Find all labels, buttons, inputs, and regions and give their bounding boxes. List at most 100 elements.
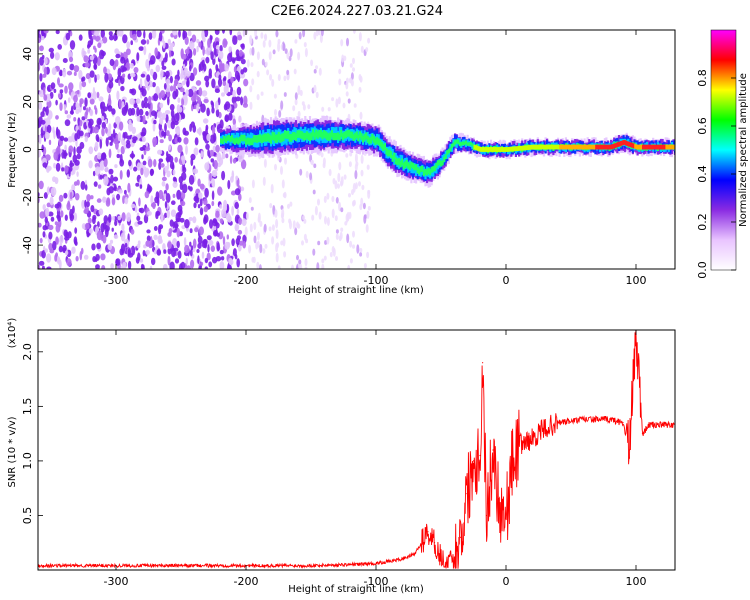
speckle [345, 153, 349, 158]
speckle [117, 132, 122, 142]
speckle [221, 152, 226, 160]
ridge-core [599, 144, 603, 150]
speckle [109, 34, 114, 41]
speckle [167, 247, 172, 255]
ridge-core [560, 144, 564, 150]
speckle [253, 235, 257, 244]
speckle [362, 202, 366, 210]
speckle [201, 251, 205, 259]
ridge-core [623, 140, 626, 145]
speckle [48, 47, 54, 53]
speckle [109, 239, 114, 244]
speckle [81, 77, 84, 82]
ridge-cell [330, 130, 333, 138]
snr-point [440, 556, 442, 558]
speckle [162, 40, 166, 49]
speckle [335, 197, 339, 204]
speckle [130, 72, 136, 78]
speckle [57, 77, 60, 86]
speckle [154, 47, 158, 57]
speckle [202, 131, 207, 137]
speckle [245, 212, 249, 220]
ridge-core [525, 145, 528, 151]
speckle [313, 163, 317, 169]
speckle [275, 229, 279, 240]
speckle [120, 56, 126, 64]
speckle [210, 245, 215, 252]
speckle [60, 210, 64, 218]
y-tick-label: 0.5 [21, 507, 34, 525]
speckle [196, 39, 200, 44]
speckle [236, 258, 240, 268]
speckle [206, 107, 210, 117]
speckle [59, 235, 64, 244]
speckle [162, 243, 166, 252]
speckle [131, 88, 134, 94]
speckle [107, 105, 113, 112]
speckle [229, 155, 233, 164]
speckle [277, 41, 281, 52]
speckle [119, 159, 125, 167]
snr-point [505, 514, 507, 517]
speckle [38, 180, 44, 190]
speckle [192, 216, 197, 224]
speckle [187, 88, 194, 98]
speckle [183, 237, 187, 247]
ridge-core [613, 143, 617, 149]
speckle [236, 208, 240, 215]
speckle [117, 67, 122, 78]
speckle [185, 71, 191, 77]
speckle [302, 215, 306, 221]
speckle [150, 195, 154, 205]
colorbar-tick-label: 0.2 [696, 213, 709, 231]
snr-point [485, 514, 488, 517]
ridge-cell [319, 130, 322, 138]
speckle [152, 137, 158, 146]
speckle [367, 206, 371, 211]
speckle [297, 85, 301, 96]
speckle [206, 133, 211, 142]
speckle [310, 59, 314, 67]
speckle [164, 165, 168, 173]
speckle [122, 195, 125, 205]
speckle [92, 86, 96, 97]
speckle [101, 127, 105, 137]
speckle [117, 75, 122, 83]
ridge-core [582, 144, 585, 150]
ridge-core [496, 147, 500, 152]
speckle [181, 113, 186, 120]
ridge-core [486, 147, 489, 152]
speckle [63, 152, 68, 157]
speckle [227, 215, 232, 223]
speckle [217, 186, 223, 196]
speckle [197, 242, 202, 249]
speckle [340, 227, 344, 232]
ridge-core [553, 144, 556, 150]
speckle [44, 131, 50, 140]
ridge-cell [227, 135, 230, 141]
ridge-cell [365, 133, 368, 145]
speckle [76, 89, 80, 95]
speckle [277, 74, 281, 81]
speckle [203, 205, 208, 213]
ridge-cell [262, 134, 265, 143]
speckle [296, 221, 299, 229]
speckle [55, 236, 59, 245]
ridge-cell [410, 161, 413, 168]
speckle [48, 224, 54, 231]
speckle [164, 123, 167, 132]
speckle [324, 240, 328, 245]
speckle [75, 108, 80, 115]
ridge-core [562, 144, 565, 150]
speckle [226, 241, 231, 248]
speckle [212, 230, 218, 237]
speckle [115, 258, 121, 266]
ridge-cell [349, 131, 352, 139]
snr-point [557, 422, 559, 424]
speckle [86, 194, 91, 202]
speckle [121, 212, 126, 222]
speckle [110, 174, 114, 184]
speckle [264, 61, 268, 67]
ridge-cell [365, 132, 368, 140]
ridge-cell [471, 143, 474, 147]
